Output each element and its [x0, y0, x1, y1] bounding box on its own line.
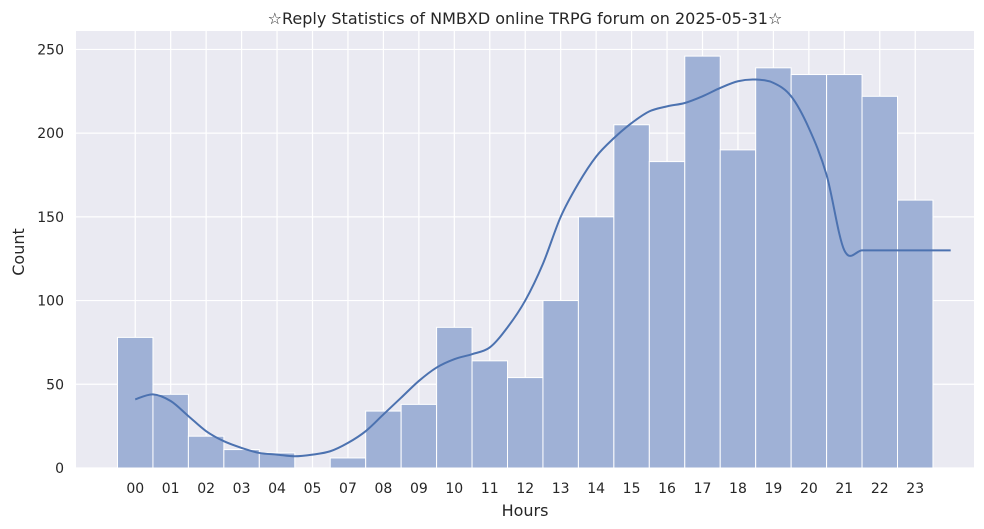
- x-tick-label: 16: [658, 481, 676, 497]
- x-tick-label: 04: [268, 481, 286, 497]
- bar-12: [506, 377, 544, 469]
- x-tick-label: 12: [516, 481, 534, 497]
- x-tick-label: 00: [126, 481, 144, 497]
- x-ticks: 00 01 02 03 04 05 07 08 09 10 11 12 13 14 15 16 17 18 19 20…: [126, 481, 924, 497]
- bar-16: [648, 161, 686, 469]
- bar-02: [187, 435, 225, 469]
- x-tick-label: 23: [906, 481, 924, 497]
- bar-21: [826, 74, 863, 469]
- x-tick-label: 14: [587, 481, 605, 497]
- x-tick-label: 08: [374, 481, 392, 497]
- x-tick-label: 19: [764, 481, 782, 497]
- bar-08: [365, 410, 402, 469]
- y-tick-label: 50: [46, 377, 64, 393]
- x-tick-label: 02: [197, 481, 215, 497]
- bar-15: [613, 124, 650, 469]
- y-tick-label: 150: [37, 210, 64, 226]
- x-tick-label: 05: [304, 481, 322, 497]
- bars: [117, 55, 934, 469]
- bar-00: [117, 336, 154, 469]
- x-tick-label: 13: [552, 481, 570, 497]
- bar-13: [542, 300, 579, 469]
- bar-14: [577, 216, 615, 469]
- x-tick-label: 20: [800, 481, 818, 497]
- chart-title: ☆Reply Statistics of NMBXD online TRPG f…: [268, 9, 783, 28]
- x-tick-label: 11: [481, 481, 499, 497]
- bar-23: [896, 199, 934, 469]
- bar-17: [684, 55, 721, 469]
- x-tick-label: 15: [623, 481, 641, 497]
- x-tick-label: 10: [445, 481, 463, 497]
- y-tick-label: 100: [37, 294, 64, 310]
- bar-09: [400, 403, 438, 469]
- y-tick-label: 250: [37, 42, 64, 58]
- kde-line: [134, 78, 951, 458]
- bar-18: [719, 149, 757, 469]
- bar-07: [329, 457, 367, 469]
- x-tick-label: 03: [233, 481, 251, 497]
- x-tick-label: 01: [162, 481, 180, 497]
- x-tick-label: 09: [410, 481, 428, 497]
- bar-20: [790, 74, 828, 469]
- bar-04: [258, 452, 296, 469]
- bar-11: [471, 360, 508, 469]
- x-tick-label: 22: [871, 481, 889, 497]
- y-tick-label: 200: [37, 126, 64, 142]
- x-tick-label: 07: [339, 481, 357, 497]
- x-tick-label: 21: [835, 481, 853, 497]
- x-tick-label: 17: [694, 481, 712, 497]
- x-axis-label: Hours: [502, 501, 549, 520]
- x-tick-label: 18: [729, 481, 747, 497]
- y-tick-label: 0: [55, 461, 64, 477]
- y-ticks: 0 50 100 150 200 250: [37, 42, 64, 477]
- bar-19: [755, 67, 792, 469]
- bar-22: [861, 95, 898, 469]
- bar-10: [436, 326, 473, 469]
- y-axis-label: Count: [9, 228, 28, 276]
- bar-01: [152, 393, 189, 469]
